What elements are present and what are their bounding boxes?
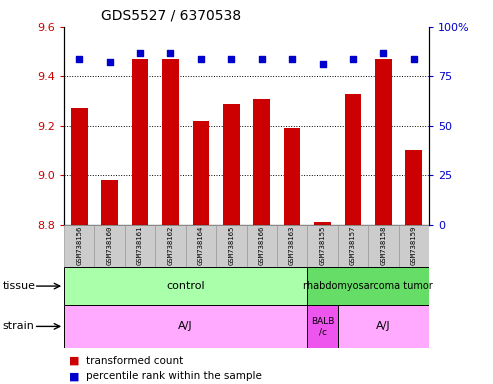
Bar [64,225,95,267]
Bar [314,222,331,225]
Text: GSM738160: GSM738160 [106,226,113,265]
Point [106,60,113,66]
Bar [64,305,307,348]
Bar [186,225,216,267]
Bar [307,267,429,305]
Bar [162,59,179,225]
Bar [155,225,186,267]
Point [75,55,83,61]
Point [258,55,266,61]
Point [197,55,205,61]
Point [318,61,326,68]
Bar [398,225,429,267]
Text: GSM738155: GSM738155 [319,226,325,265]
Text: A/J: A/J [178,321,193,331]
Bar [71,108,88,225]
Bar [307,225,338,267]
Text: GSM738157: GSM738157 [350,226,356,265]
Text: transformed count: transformed count [86,356,183,366]
Bar [368,225,398,267]
Bar [216,225,246,267]
Text: percentile rank within the sample: percentile rank within the sample [86,371,262,381]
Bar [95,225,125,267]
Bar [253,99,270,225]
Text: A/J: A/J [376,321,390,331]
Text: strain: strain [2,321,35,331]
Bar [338,225,368,267]
Text: ■: ■ [69,371,79,381]
Bar [375,59,391,225]
Bar [277,225,307,267]
Text: GSM738165: GSM738165 [228,226,234,265]
Bar [125,225,155,267]
Bar [405,151,422,225]
Bar [246,225,277,267]
Text: GSM738166: GSM738166 [259,226,265,265]
Bar [132,59,148,225]
Bar [223,104,240,225]
Point [167,50,175,56]
Text: ■: ■ [69,356,79,366]
Point [410,55,418,61]
Text: GSM738161: GSM738161 [137,226,143,265]
Bar [307,305,338,348]
Text: GSM738156: GSM738156 [76,226,82,265]
Text: GDS5527 / 6370538: GDS5527 / 6370538 [101,9,241,23]
Bar [102,180,118,225]
Point [380,50,387,56]
Bar [193,121,209,225]
Point [349,55,357,61]
Text: GSM738163: GSM738163 [289,226,295,265]
Text: GSM738159: GSM738159 [411,226,417,265]
Text: tissue: tissue [2,281,35,291]
Bar [338,305,429,348]
Bar [345,94,361,225]
Bar [64,267,307,305]
Bar [284,128,300,225]
Text: BALB
/c: BALB /c [311,317,334,336]
Text: control: control [166,281,205,291]
Point [136,50,144,56]
Point [288,55,296,61]
Text: GSM738162: GSM738162 [168,226,174,265]
Point [227,55,235,61]
Text: GSM738164: GSM738164 [198,226,204,265]
Text: rhabdomyosarcoma tumor: rhabdomyosarcoma tumor [303,281,433,291]
Text: GSM738158: GSM738158 [380,226,387,265]
